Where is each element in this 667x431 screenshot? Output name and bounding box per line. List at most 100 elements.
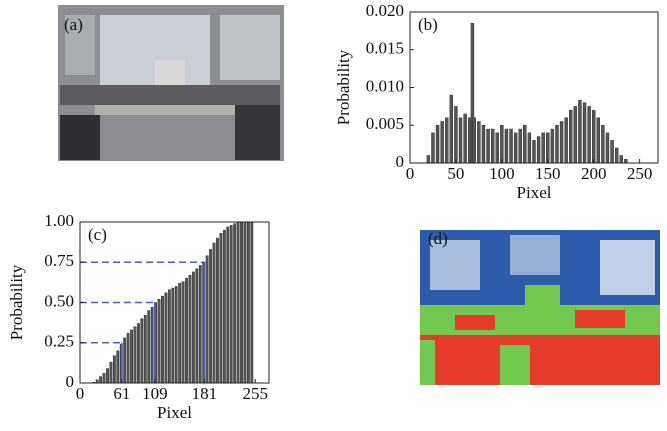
x-axis-label: Pixel (157, 403, 192, 422)
bar (536, 136, 541, 164)
panel-label: (b) (418, 15, 438, 34)
bar (150, 307, 154, 384)
bar (171, 287, 175, 384)
bar (587, 106, 591, 164)
bar (468, 117, 472, 164)
bar (109, 361, 113, 384)
bar (472, 117, 476, 164)
y-tick-label: 0.015 (366, 39, 404, 58)
bar (454, 106, 458, 164)
bar (174, 286, 178, 384)
bar (137, 323, 140, 384)
bar (133, 326, 137, 384)
bar (601, 125, 605, 164)
bar (564, 117, 568, 164)
bar (596, 117, 600, 164)
bar (157, 299, 161, 384)
bar (226, 226, 230, 384)
y-tick-label: 0.50 (44, 291, 74, 310)
y-tick-label: 0 (66, 372, 75, 391)
bar (116, 350, 120, 384)
bar (161, 295, 164, 384)
bar (463, 113, 467, 164)
panel-label: (a) (64, 15, 83, 34)
bar (140, 318, 144, 384)
bar (102, 373, 106, 384)
bar (541, 132, 545, 164)
bar (619, 155, 623, 164)
bar (435, 125, 440, 164)
bar (610, 140, 614, 164)
bar (181, 281, 185, 384)
y-tick-label: 0.005 (366, 114, 404, 133)
x-tick-label: 100 (489, 164, 515, 183)
bar (582, 102, 587, 164)
panel-label: (c) (88, 225, 107, 244)
bar (532, 140, 536, 164)
bar (112, 355, 116, 384)
bar (624, 159, 628, 164)
bar (426, 155, 431, 164)
x-tick-label: 150 (535, 164, 561, 183)
bar (198, 265, 202, 384)
x-tick-label: 250 (627, 164, 653, 183)
y-tick-label: 0.010 (366, 76, 404, 95)
photo (58, 5, 284, 161)
x-tick-label: 61 (113, 384, 130, 403)
bar (445, 117, 449, 164)
bar (555, 125, 559, 164)
x-tick-label: 50 (447, 164, 464, 183)
bar (216, 237, 219, 384)
bar (458, 117, 463, 164)
bar (219, 233, 223, 384)
x-tick-label: 200 (581, 164, 607, 183)
x-axis-label: Pixel (517, 183, 552, 202)
bar (578, 100, 582, 164)
bar (212, 242, 216, 384)
x-tick-label: 181 (192, 384, 218, 403)
bar (509, 128, 513, 164)
bar (164, 292, 168, 384)
x-tick-label: 0 (406, 164, 415, 183)
y-tick-label: 0.25 (44, 332, 74, 351)
bar (495, 132, 499, 164)
bar (500, 125, 504, 164)
bar (440, 121, 444, 164)
bar (205, 255, 209, 384)
bar (123, 337, 127, 384)
y-tick-label: 0.75 (44, 251, 74, 270)
bar (147, 310, 151, 384)
bar (477, 121, 481, 164)
bar (431, 132, 435, 164)
y-tick-label: 1.00 (44, 211, 74, 230)
bar (486, 128, 490, 164)
bar (167, 289, 171, 384)
bar (222, 229, 226, 384)
bar (592, 109, 596, 164)
bar (513, 132, 518, 164)
bar (188, 274, 192, 384)
bar (99, 376, 103, 384)
bar (614, 147, 619, 164)
bar (490, 128, 495, 164)
bar (143, 315, 147, 384)
bar (569, 109, 573, 164)
x-tick-label: 0 (76, 384, 85, 403)
bar (233, 223, 237, 384)
bar (504, 128, 509, 164)
x-tick-label: 109 (142, 384, 168, 403)
bar (550, 128, 555, 164)
bar (195, 268, 199, 384)
bar (185, 278, 188, 384)
panel-label: (d) (428, 229, 448, 248)
bar (523, 125, 527, 164)
bar (209, 249, 212, 384)
y-tick-label: 0 (396, 152, 405, 171)
segmentation (420, 230, 660, 385)
bar (518, 128, 522, 164)
bar (559, 121, 564, 164)
bar (106, 368, 109, 384)
bar (605, 132, 610, 164)
bar (246, 221, 250, 384)
y-axis-label: Probability (7, 264, 26, 340)
